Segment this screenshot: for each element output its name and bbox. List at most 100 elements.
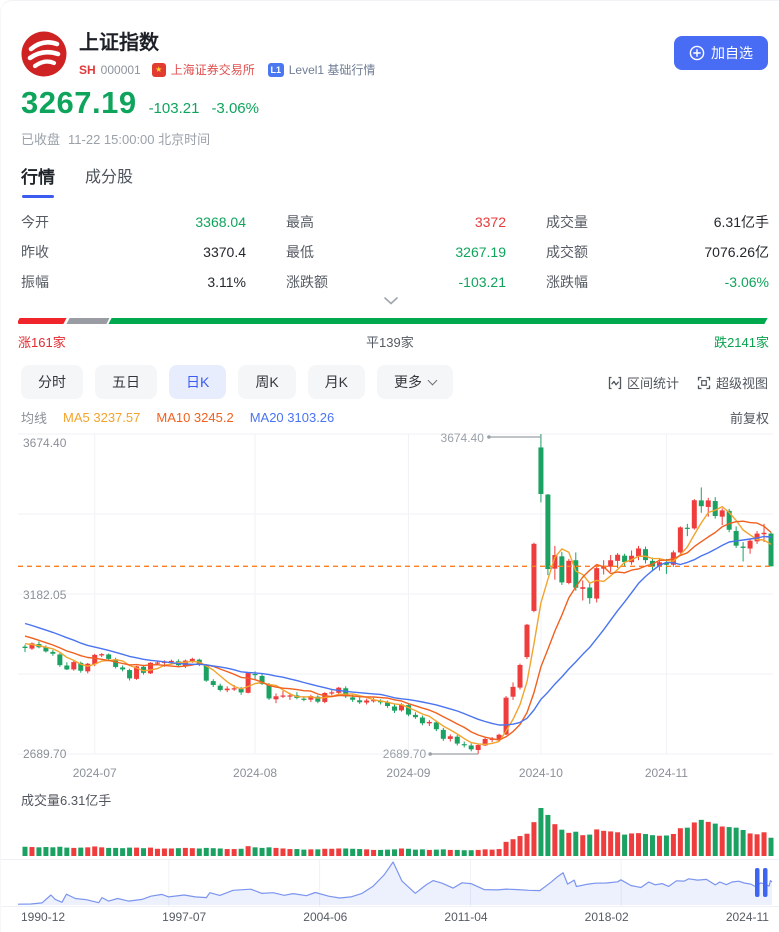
stat-4: 最低 3267.19	[286, 237, 506, 267]
price-change-pct: -3.06%	[211, 100, 259, 117]
volume-chart[interactable]	[1, 801, 779, 857]
period-tab-5[interactable]: 更多	[377, 365, 454, 399]
price-change: -103.21	[148, 100, 200, 117]
stat-value: 7076.26亿	[704, 244, 769, 260]
quote-timestamp: 11-22 15:00:00 北京时间	[68, 132, 211, 147]
period-tab-1[interactable]: 五日	[95, 365, 157, 399]
stat-3: 昨收 3370.4	[21, 237, 246, 267]
ma-legend-prefix: 均线	[21, 411, 48, 426]
svg-text:2689.70: 2689.70	[23, 747, 67, 761]
stat-7: 涨跌额 -103.21	[286, 267, 506, 297]
stat-label: 今开	[21, 214, 49, 230]
plus-circle-icon	[689, 45, 705, 61]
stat-value: 3370.4	[203, 244, 246, 260]
stat-value: -103.21	[458, 274, 506, 290]
ma10-value: MA10 3245.2	[156, 410, 234, 425]
stat-label: 振幅	[21, 274, 49, 290]
stat-value: -3.06%	[724, 274, 769, 290]
navigator-handle-left[interactable]	[755, 868, 760, 897]
stat-label: 最低	[286, 244, 314, 260]
exchange-name: 上海证券交易所	[170, 63, 255, 77]
stat-label: 成交额	[546, 244, 588, 260]
super-view-icon	[697, 376, 711, 389]
ma5-value: MA5 3237.57	[63, 410, 141, 425]
breadth-segment-down	[108, 318, 768, 324]
stat-1: 最高 3372	[286, 207, 506, 237]
stat-label: 昨收	[21, 244, 49, 260]
add-watchlist-label: 加自选	[711, 45, 753, 61]
breadth-bar	[18, 318, 769, 324]
svg-text:3182.05: 3182.05	[23, 588, 67, 602]
stat-label: 最高	[286, 214, 314, 230]
current-price: 3267.19	[21, 85, 137, 120]
svg-text:2024-07: 2024-07	[73, 766, 117, 780]
breadth-segment-flat	[65, 318, 109, 324]
navigator-date-1: 1997-07	[162, 910, 207, 924]
stat-8: 涨跌幅 -3.06%	[546, 267, 769, 297]
tab-quotes[interactable]: 行情	[21, 163, 55, 198]
market-status: 已收盘	[21, 132, 61, 147]
history-navigator[interactable]	[1, 859, 779, 909]
collapse-panel-button[interactable]	[1, 297, 779, 305]
super-view-label: 超级视图	[715, 376, 768, 391]
market-label: SH	[79, 62, 96, 77]
svg-text:2024-08: 2024-08	[233, 766, 277, 780]
unchanged-count: 平139家	[366, 335, 414, 350]
svg-text:2024-11: 2024-11	[645, 766, 688, 780]
stat-value: 3368.04	[195, 214, 246, 230]
navigator-date-axis: 1990-12 1997-07 2004-06 2011-04 2018-02 2024-…	[21, 910, 769, 924]
svg-text:2024-09: 2024-09	[386, 766, 430, 780]
svg-text:2024-10: 2024-10	[519, 766, 563, 780]
super-view-button[interactable]: 超级视图	[697, 373, 768, 392]
sse-logo	[21, 31, 67, 77]
stat-label: 成交量	[546, 214, 588, 230]
range-stats-button[interactable]: 区间统计	[608, 373, 679, 392]
stat-5: 成交额 7076.26亿	[546, 237, 769, 267]
period-tab-0[interactable]: 分时	[21, 365, 83, 399]
ma20-value: MA20 3103.26	[249, 410, 335, 425]
stock-code: 000001	[100, 62, 141, 77]
quote-stats-grid: 今开 3368.04 最高 3372 成交量 6.31亿手昨收 3370.4 最低 3267.1…	[21, 207, 769, 297]
period-tab-4[interactable]: 月K	[307, 365, 366, 399]
decliners-count: 跌2141家	[714, 335, 769, 350]
stock-meta: SH 000001 ★ 上海证券交易所 L1 Level1 基础行情	[79, 61, 375, 78]
breadth-segment-up	[18, 318, 67, 324]
svg-text:3674.40: 3674.40	[441, 431, 485, 445]
volume-label: 成交量6.31亿手	[21, 793, 112, 808]
chevron-down-icon	[383, 297, 398, 305]
stat-value: 3267.19	[455, 244, 506, 260]
chevron-down-icon	[427, 375, 438, 385]
svg-text:2689.70: 2689.70	[383, 747, 427, 761]
tab-constituents[interactable]: 成分股	[85, 169, 134, 186]
stat-0: 今开 3368.04	[21, 207, 246, 237]
period-tabs: 分时 五日 日K 周K 月K 更多	[21, 365, 454, 399]
navigator-date-3: 2011-04	[444, 910, 488, 924]
stat-value: 3.11%	[207, 274, 246, 290]
range-stats-icon	[608, 376, 622, 389]
navigator-date-5: 2024-11	[725, 910, 769, 924]
stat-label: 涨跌额	[286, 274, 328, 290]
main-tabs: 行情 成分股	[21, 163, 133, 198]
page-title: 上证指数	[79, 32, 159, 54]
period-tab-2[interactable]: 日K	[169, 365, 227, 399]
add-watchlist-button[interactable]: 加自选	[674, 36, 768, 70]
level1-badge-icon: L1	[267, 62, 284, 77]
stat-value: 6.31亿手	[713, 214, 769, 230]
range-stats-label: 区间统计	[626, 376, 679, 391]
china-flag-icon: ★	[151, 62, 166, 77]
stat-label: 涨跌幅	[546, 274, 588, 290]
period-tab-3[interactable]: 周K	[238, 365, 296, 399]
navigator-date-2: 2004-06	[303, 910, 348, 924]
level1-label: Level1 基础行情	[288, 63, 376, 77]
advancers-count: 涨161家	[18, 335, 66, 350]
svg-text:3674.40: 3674.40	[23, 436, 67, 450]
candlestick-chart[interactable]: 3674.40 3182.05 2689.70 3674.40 2689.70 2024-…	[1, 431, 779, 789]
stat-6: 振幅 3.11%	[21, 267, 246, 297]
navigator-date-4: 2018-02	[584, 910, 629, 924]
adjust-mode-button[interactable]: 前复权	[729, 411, 769, 426]
stat-2: 成交量 6.31亿手	[546, 207, 769, 237]
navigator-date-0: 1990-12	[21, 910, 66, 924]
navigator-handle-right[interactable]	[763, 868, 768, 897]
stat-value: 3372	[474, 214, 506, 230]
